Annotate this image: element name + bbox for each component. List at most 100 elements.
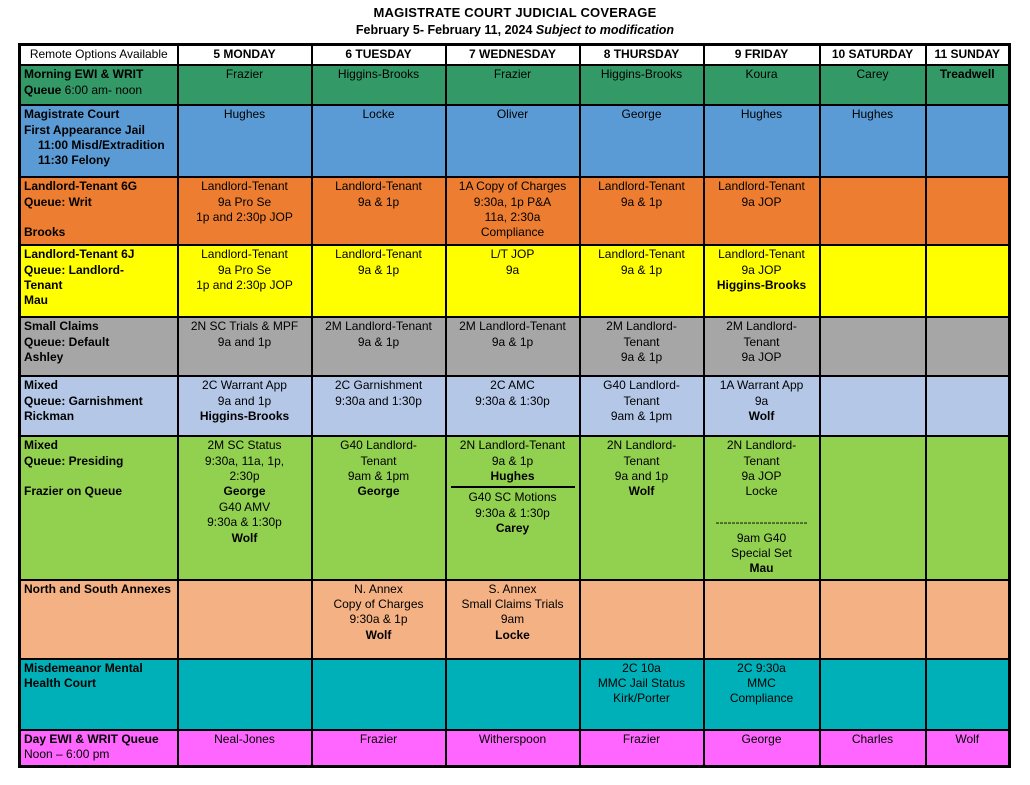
- cell-text-line: Landlord-Tenant 6J: [24, 247, 135, 262]
- schedule-cell-landlord-tenant-6g-writ-col4: Landlord-Tenant 9a & 1p: [578, 176, 705, 247]
- cell-text-line: Queue: Garnishment: [24, 393, 143, 408]
- cell-text-line: 9a & 1p: [491, 334, 534, 349]
- cell-text-line: Kirk/Porter: [613, 691, 670, 706]
- schedule-cell-day-ewi-writ-queue-col4: Frazier: [578, 728, 705, 768]
- column-header-10-saturday: 10 SATURDAY: [818, 43, 927, 67]
- coverage-table: Remote Options Available 5 MONDAY 6 TUESDA…: [18, 43, 1011, 769]
- schedule-cell-mixed-garnishment-col3: 2C AMC 9:30a & 1:30p: [444, 375, 581, 438]
- schedule-cell-small-claims-default-col3: 2M Landlord-Tenant 9a & 1p: [444, 316, 581, 378]
- schedule-cell-landlord-tenant-6g-writ-col3: 1A Copy of Charges 9:30a, 1p P&A 11a, 2:30…: [444, 176, 581, 247]
- cell-text-line: 9am: [500, 612, 525, 627]
- schedule-cell-day-ewi-writ-queue-col3: Witherspoon: [444, 728, 581, 768]
- schedule-cell-magistrate-court-first-appearance-col5: Hughes: [702, 104, 821, 179]
- schedule-cell-morning-ewi-writ-queue-col6: Carey: [818, 64, 927, 107]
- cell-text-line: Locke: [495, 627, 530, 642]
- schedule-cell-small-claims-default-col1: 2N SC Trials & MPF 9a and 1p: [176, 316, 313, 378]
- cell-text-line: Frazier: [493, 67, 532, 82]
- cell-text-line: 9:30a, 1p P&A: [473, 194, 552, 209]
- cell-text-line: 9a & 1p: [357, 194, 400, 209]
- cell-text-line: 2C AMC: [490, 378, 535, 393]
- schedule-cell-mixed-garnishment-col4: G40 Landlord- Tenant 9am & 1pm: [578, 375, 705, 438]
- cell-text-line: 2M Landlord-: [726, 319, 797, 334]
- schedule-cell-morning-ewi-writ-queue-col3: Frazier: [444, 64, 581, 107]
- schedule-cell-landlord-tenant-6g-writ-col1: Landlord-Tenant 9a Pro Se 1p and 2:30p JOP: [176, 176, 313, 247]
- schedule-cell-day-ewi-writ-queue-col2: Frazier: [310, 728, 447, 768]
- schedule-cell-north-south-annexes-col6: [818, 578, 927, 660]
- schedule-cell-north-south-annexes-col5: [702, 578, 821, 660]
- cell-text-line: 9a: [754, 393, 769, 408]
- cell-text-line: Wolf: [628, 484, 655, 499]
- schedule-cell-magistrate-court-first-appearance-col4: George: [578, 104, 705, 179]
- cell-text-line: Landlord-Tenant: [718, 247, 805, 262]
- cell-text-line: Queue: Landlord-: [24, 262, 124, 277]
- cell-text-line: 2C 10a: [622, 660, 661, 675]
- schedule-cell-mixed-garnishment-col7: [924, 375, 1011, 438]
- cell-text-line: Day EWI & WRIT Queue: [24, 731, 159, 746]
- cell-text-line: 9a & 1p: [620, 350, 663, 365]
- cell-text-line: Hughes: [490, 469, 535, 484]
- cell-text-line: Wolf: [955, 731, 980, 746]
- schedule-cell-morning-ewi-writ-queue-col5: Koura: [702, 64, 821, 107]
- cell-text-line: George: [223, 484, 266, 499]
- subtitle-note: Subject to modification: [535, 23, 675, 37]
- cell-text-line: 9a and 1p: [614, 469, 669, 484]
- row-label-small-claims-default: Small Claims Queue: Default Ashley: [18, 316, 179, 378]
- cell-text-line: [708, 500, 816, 515]
- cell-text-line: 9a Pro Se: [217, 262, 272, 277]
- schedule-cell-mixed-presiding-col2: G40 Landlord- Tenant 9am & 1pm George: [310, 435, 447, 581]
- cell-text-line: Compliance: [729, 691, 794, 706]
- schedule-cell-mixed-presiding-col5: 2N Landlord- Tenant 9a JOP Locke ----------…: [702, 435, 821, 581]
- cell-text-line: 9a JOP: [741, 350, 782, 365]
- cell-text-line: S. Annex: [488, 581, 537, 596]
- cell-text-line: 9am & 1pm: [347, 469, 410, 484]
- cell-text-line: 9:30a & 1:30p: [207, 515, 282, 530]
- cell-text-line: N. Annex: [354, 581, 403, 596]
- row-label-misdemeanor-mental-health-court: Misdemeanor Mental Health Court: [18, 657, 179, 731]
- cell-text-line: 9a: [505, 262, 520, 277]
- cell-text-line: Treadwell: [939, 67, 995, 82]
- header-row: Remote Options Available 5 MONDAY 6 TUESDA…: [18, 43, 1011, 67]
- cell-text-line: 9a JOP: [741, 469, 782, 484]
- table-row-small-claims-default: Small Claims Queue: Default Ashley 2N SC Tr…: [18, 316, 1011, 378]
- cell-text-line: 1A Warrant App: [719, 378, 804, 393]
- schedule-cell-day-ewi-writ-queue-col7: Wolf: [924, 728, 1011, 768]
- column-header-9-friday: 9 FRIDAY: [702, 43, 821, 67]
- cell-text-line: 9a JOP: [741, 262, 782, 277]
- schedule-cell-day-ewi-writ-queue-col1: Neal-Jones: [176, 728, 313, 768]
- cell-text-line: George: [621, 107, 662, 122]
- cell-text-line: 9a Pro Se: [217, 194, 272, 209]
- schedule-cell-morning-ewi-writ-queue-col7: Treadwell: [924, 64, 1011, 107]
- cell-text-line: 9:30a & 1p: [349, 612, 408, 627]
- cell-text-line: 2N SC Trials & MPF: [190, 319, 299, 334]
- cell-text-line: 2C Garnishment: [334, 378, 423, 393]
- schedule-cell-misdemeanor-mental-health-court-col6: [818, 657, 927, 731]
- cell-text-line: 1p and 2:30p JOP: [196, 210, 293, 225]
- schedule-cell-misdemeanor-mental-health-court-col1: [176, 657, 313, 731]
- row-label-magistrate-court-first-appearance: Magistrate Court First Appearance Jail 11:…: [18, 104, 179, 179]
- table-row-morning-ewi-writ-queue: Morning EWI & WRIT Queue 6:00 am- noon Fra…: [18, 64, 1011, 107]
- cell-text-line: Landlord-Tenant: [598, 247, 685, 262]
- schedule-cell-misdemeanor-mental-health-court-col4: 2C 10a MMC Jail Status Kirk/Porter: [578, 657, 705, 731]
- schedule-cell-magistrate-court-first-appearance-col6: Hughes: [818, 104, 927, 179]
- schedule-cell-morning-ewi-writ-queue-col4: Higgins-Brooks: [578, 64, 705, 107]
- schedule-cell-north-south-annexes-col3: S. Annex Small Claims Trials 9am Locke: [444, 578, 581, 660]
- cell-text-line: Frazier: [622, 731, 661, 746]
- cell-text-line: George: [357, 484, 400, 499]
- cell-text-line: 9a and 1p: [217, 334, 272, 349]
- schedule-cell-north-south-annexes-col4: [578, 578, 705, 660]
- cell-text-line: Tenant: [623, 453, 660, 468]
- cell-text-line: [24, 469, 174, 484]
- cell-text-line: 2C Warrant App: [202, 378, 287, 393]
- cell-text-line: 9a & 1p: [620, 262, 663, 277]
- table-row-magistrate-court-first-appearance: Magistrate Court First Appearance Jail 11:…: [18, 104, 1011, 179]
- cell-divider-line: [450, 486, 575, 489]
- schedule-cell-mixed-presiding-col1: 2M SC Status 9:30a, 11a, 1p, 2:30p George G4…: [176, 435, 313, 581]
- schedule-cell-misdemeanor-mental-health-court-col7: [924, 657, 1011, 731]
- schedule-cell-small-claims-default-col4: 2M Landlord- Tenant 9a & 1p: [578, 316, 705, 378]
- schedule-cell-landlord-tenant-6j-col4: Landlord-Tenant 9a & 1p: [578, 244, 705, 319]
- subtitle-date-range: February 5- February 11, 2024: [355, 23, 536, 37]
- schedule-cell-landlord-tenant-6j-col6: [818, 244, 927, 319]
- cell-text-line: First Appearance Jail: [24, 122, 145, 137]
- schedule-cell-magistrate-court-first-appearance-col3: Oliver: [444, 104, 581, 179]
